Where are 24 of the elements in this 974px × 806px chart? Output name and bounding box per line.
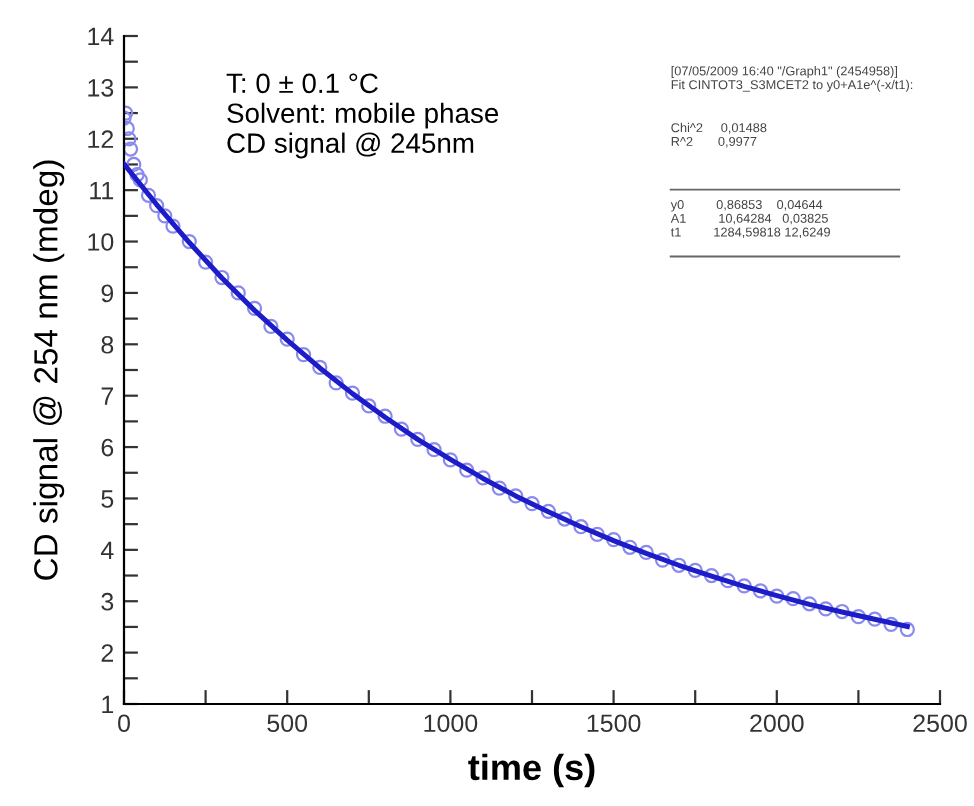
x-tick-label: 2500 (913, 714, 967, 733)
y-axis-title: CD signal @ 254 nm (mdeg) (33, 160, 65, 580)
x-tick-label: 1000 (424, 714, 478, 733)
y-tick-label: 9 (101, 284, 114, 303)
x-tick-label: 500 (267, 714, 308, 733)
y-tick-label: 4 (100, 541, 114, 559)
annotation: T: 0 ± 0.1 °C Solvent: mobile phase CD signal @ 245nm (226, 73, 499, 159)
x-tick-label: 1500 (587, 714, 641, 733)
y-tick-label: 1 (102, 695, 114, 714)
y-tick-label: 10 (88, 233, 114, 251)
y-tick-label: 6 (101, 438, 114, 457)
y-tick-label: 14 (88, 27, 114, 46)
y-tick-label: 8 (101, 335, 114, 354)
y-tick-label: 2 (101, 644, 114, 662)
y-tick-label: 5 (101, 490, 114, 508)
y-tick-label: 7 (101, 387, 114, 405)
y-tick-label: 13 (88, 78, 114, 97)
y-tick-label: 11 (90, 182, 114, 200)
line-series (124, 161, 910, 629)
x-tick-label: 2000 (750, 714, 804, 733)
y-tick-label: 12 (88, 130, 114, 148)
x-tick-label: 0 (118, 714, 130, 733)
y-tick-label: 3 (101, 592, 114, 611)
x-axis-title: time (s) (468, 753, 595, 788)
